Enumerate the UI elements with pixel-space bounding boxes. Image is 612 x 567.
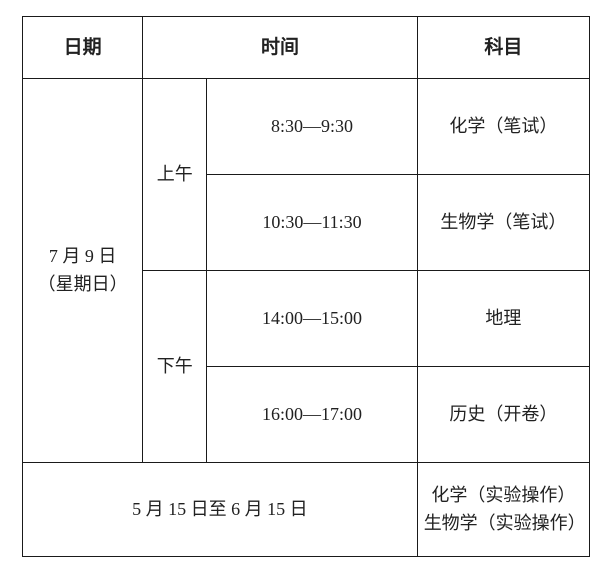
time-cell: 14:00—15:00 xyxy=(207,271,417,367)
subject-cell: 地理 xyxy=(417,271,589,367)
header-time: 时间 xyxy=(143,17,417,79)
date-cell: 7 月 9 日 （星期日） xyxy=(23,79,143,463)
time-cell: 16:00—17:00 xyxy=(207,367,417,463)
lab-exam-row: 5 月 15 日至 6 月 15 日 化学（实验操作） 生物学（实验操作） xyxy=(23,463,590,557)
header-date: 日期 xyxy=(23,17,143,79)
subject-cell: 化学（笔试） xyxy=(417,79,589,175)
lab-date-range: 5 月 15 日至 6 月 15 日 xyxy=(23,463,418,557)
lab-subject-line2: 生物学（实验操作） xyxy=(424,510,583,538)
time-cell: 8:30—9:30 xyxy=(207,79,417,175)
date-line2: （星期日） xyxy=(29,271,136,299)
table-row: 7 月 9 日 （星期日） 上午 8:30—9:30 化学（笔试） xyxy=(23,79,590,175)
table-header-row: 日期 时间 科目 xyxy=(23,17,590,79)
header-subject: 科目 xyxy=(417,17,589,79)
session-am: 上午 xyxy=(143,79,207,271)
time-cell: 10:30—11:30 xyxy=(207,175,417,271)
lab-subjects-cell: 化学（实验操作） 生物学（实验操作） xyxy=(417,463,589,557)
exam-schedule-table: 日期 时间 科目 7 月 9 日 （星期日） 上午 8:30—9:30 化学（笔… xyxy=(22,16,590,557)
subject-cell: 生物学（笔试） xyxy=(417,175,589,271)
date-line1: 7 月 9 日 xyxy=(29,243,136,271)
session-pm: 下午 xyxy=(143,271,207,463)
lab-subject-line1: 化学（实验操作） xyxy=(424,482,583,510)
subject-cell: 历史（开卷） xyxy=(417,367,589,463)
